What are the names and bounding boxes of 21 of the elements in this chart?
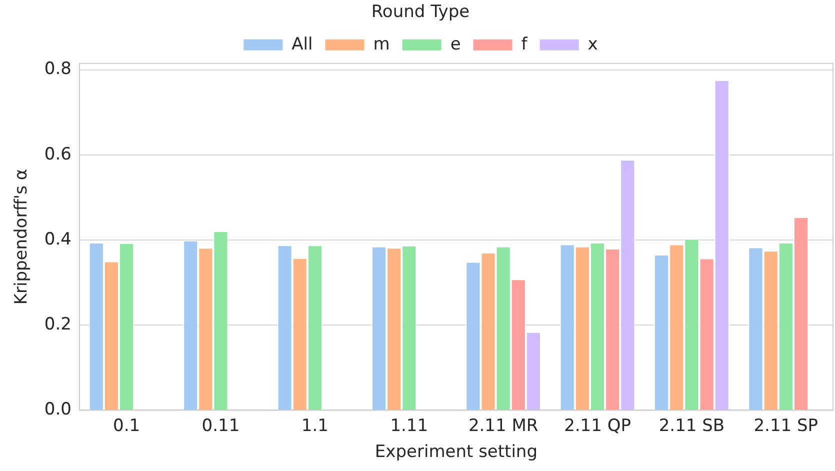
x-tick-label: 0.1	[113, 416, 140, 436]
y-axis-title: Krippendorff's α	[12, 168, 32, 305]
x-axis-title: Experiment setting	[374, 442, 538, 462]
x-tick-label: 0.11	[202, 416, 240, 436]
y-tick-label: 0.0	[44, 400, 72, 420]
x-tick-label: 2.11 SP	[754, 416, 818, 436]
y-tick-label: 0.4	[44, 229, 72, 250]
x-tick-label: 1.11	[390, 416, 428, 436]
x-tick-label: 2.11 MR	[468, 416, 538, 436]
x-tick-label: 1.1	[301, 416, 328, 436]
legend-label: All	[292, 34, 313, 54]
legend-label: f	[521, 34, 528, 54]
legend-label: m	[373, 34, 390, 54]
y-tick-label: 0.8	[44, 59, 72, 80]
legend-label: x	[588, 34, 598, 54]
y-tick-label: 0.6	[44, 144, 72, 164]
x-tick-label: 2.11 SB	[658, 416, 725, 436]
y-tick-label: 0.2	[44, 314, 72, 335]
x-tick-label: 2.11 QP	[564, 416, 631, 436]
legend-title: Round Type	[371, 2, 470, 22]
legend-label: e	[450, 34, 461, 54]
